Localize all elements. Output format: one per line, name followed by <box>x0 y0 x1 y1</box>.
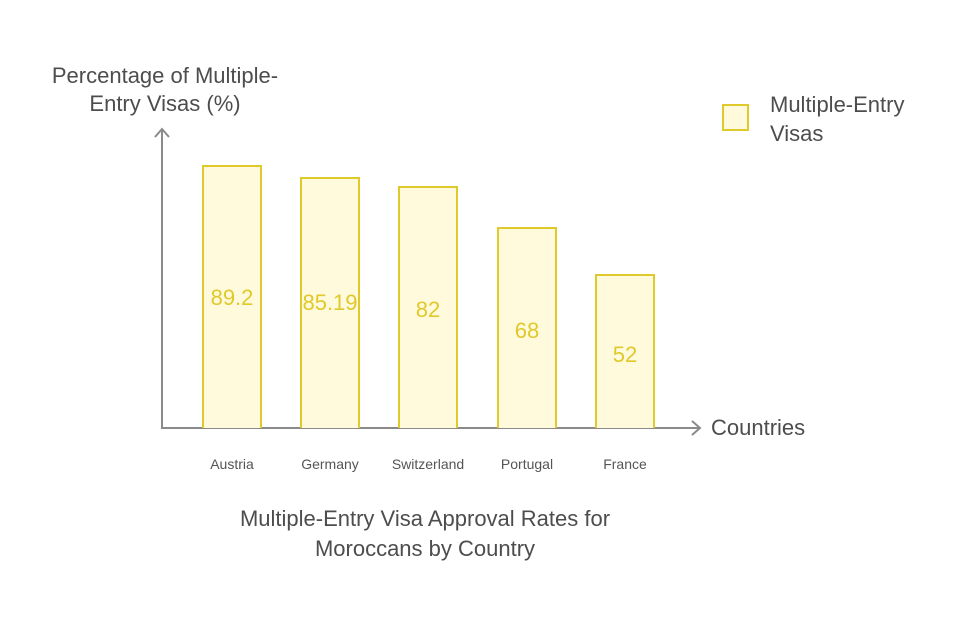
x-tick-switzerland: Switzerland <box>391 456 465 472</box>
y-axis-label-line1: Percentage of Multiple- <box>51 63 279 88</box>
y-axis-label: Percentage of Multiple- Entry Visas (%) <box>20 62 310 118</box>
bar-austria: 89.2 <box>202 165 262 428</box>
bar-portugal: 68 <box>497 227 557 428</box>
legend-swatch <box>722 104 749 131</box>
chart-title-line2: Moroccans by Country <box>314 536 536 561</box>
bar-france: 52 <box>595 274 655 428</box>
y-axis-arrow-icon <box>154 127 170 138</box>
x-tick-portugal: Portugal <box>500 456 554 472</box>
x-tick-austria: Austria <box>210 456 254 472</box>
x-tick-france: France <box>603 456 647 472</box>
bar-value-label: 82 <box>415 297 441 322</box>
bar-switzerland: 82 <box>398 186 458 428</box>
bar-value-label: 52 <box>612 342 638 367</box>
x-axis-label: Countries <box>711 415 806 440</box>
chart-title: Multiple-Entry Visa Approval Rates for M… <box>180 504 670 564</box>
legend-label: Multiple-Entry Visas <box>770 90 960 148</box>
x-tick-germany: Germany <box>301 456 359 472</box>
y-axis-label-line2: Entry Visas (%) <box>89 91 241 116</box>
bar-value-label: 89.2 <box>210 285 254 310</box>
bar-value-label: 85.19 <box>302 290 358 315</box>
legend-label-line2: Visas <box>770 121 824 146</box>
bar-value-label: 68 <box>514 318 540 343</box>
legend-label-line1: Multiple-Entry <box>770 92 905 117</box>
bar-germany: 85.19 <box>300 177 360 428</box>
chart-title-line1: Multiple-Entry Visa Approval Rates for <box>239 506 611 531</box>
x-axis-arrow-icon <box>691 420 702 436</box>
